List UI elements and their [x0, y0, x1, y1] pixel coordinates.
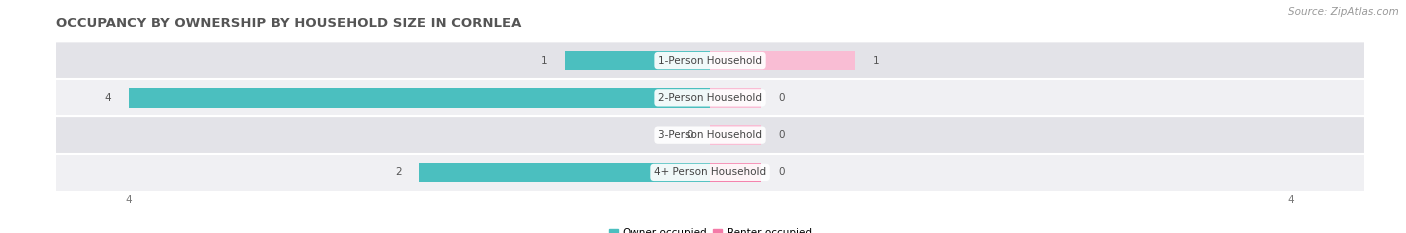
Text: 0: 0	[779, 168, 785, 177]
Bar	[565, 51, 710, 70]
Text: 2-Person Household: 2-Person Household	[658, 93, 762, 103]
Bar	[129, 88, 710, 108]
Legend: Owner-occupied, Renter-occupied: Owner-occupied, Renter-occupied	[605, 224, 815, 233]
Text: Source: ZipAtlas.com: Source: ZipAtlas.com	[1288, 7, 1399, 17]
Text: 4+ Person Household: 4+ Person Household	[654, 168, 766, 177]
Text: 4: 4	[105, 93, 111, 103]
Bar	[710, 163, 761, 182]
Bar	[56, 43, 1364, 79]
Text: 0: 0	[686, 130, 693, 140]
Bar	[710, 88, 761, 108]
Bar	[56, 154, 1364, 190]
Bar	[56, 80, 1364, 116]
Bar	[710, 125, 761, 145]
Bar	[710, 51, 855, 70]
Bar	[56, 117, 1364, 153]
Text: 1: 1	[873, 56, 879, 65]
Text: OCCUPANCY BY OWNERSHIP BY HOUSEHOLD SIZE IN CORNLEA: OCCUPANCY BY OWNERSHIP BY HOUSEHOLD SIZE…	[56, 17, 522, 30]
Text: 1: 1	[541, 56, 547, 65]
Bar	[419, 163, 710, 182]
Text: 0: 0	[779, 130, 785, 140]
Text: 0: 0	[779, 93, 785, 103]
Text: 2: 2	[395, 168, 402, 177]
Text: 1-Person Household: 1-Person Household	[658, 56, 762, 65]
Text: 3-Person Household: 3-Person Household	[658, 130, 762, 140]
